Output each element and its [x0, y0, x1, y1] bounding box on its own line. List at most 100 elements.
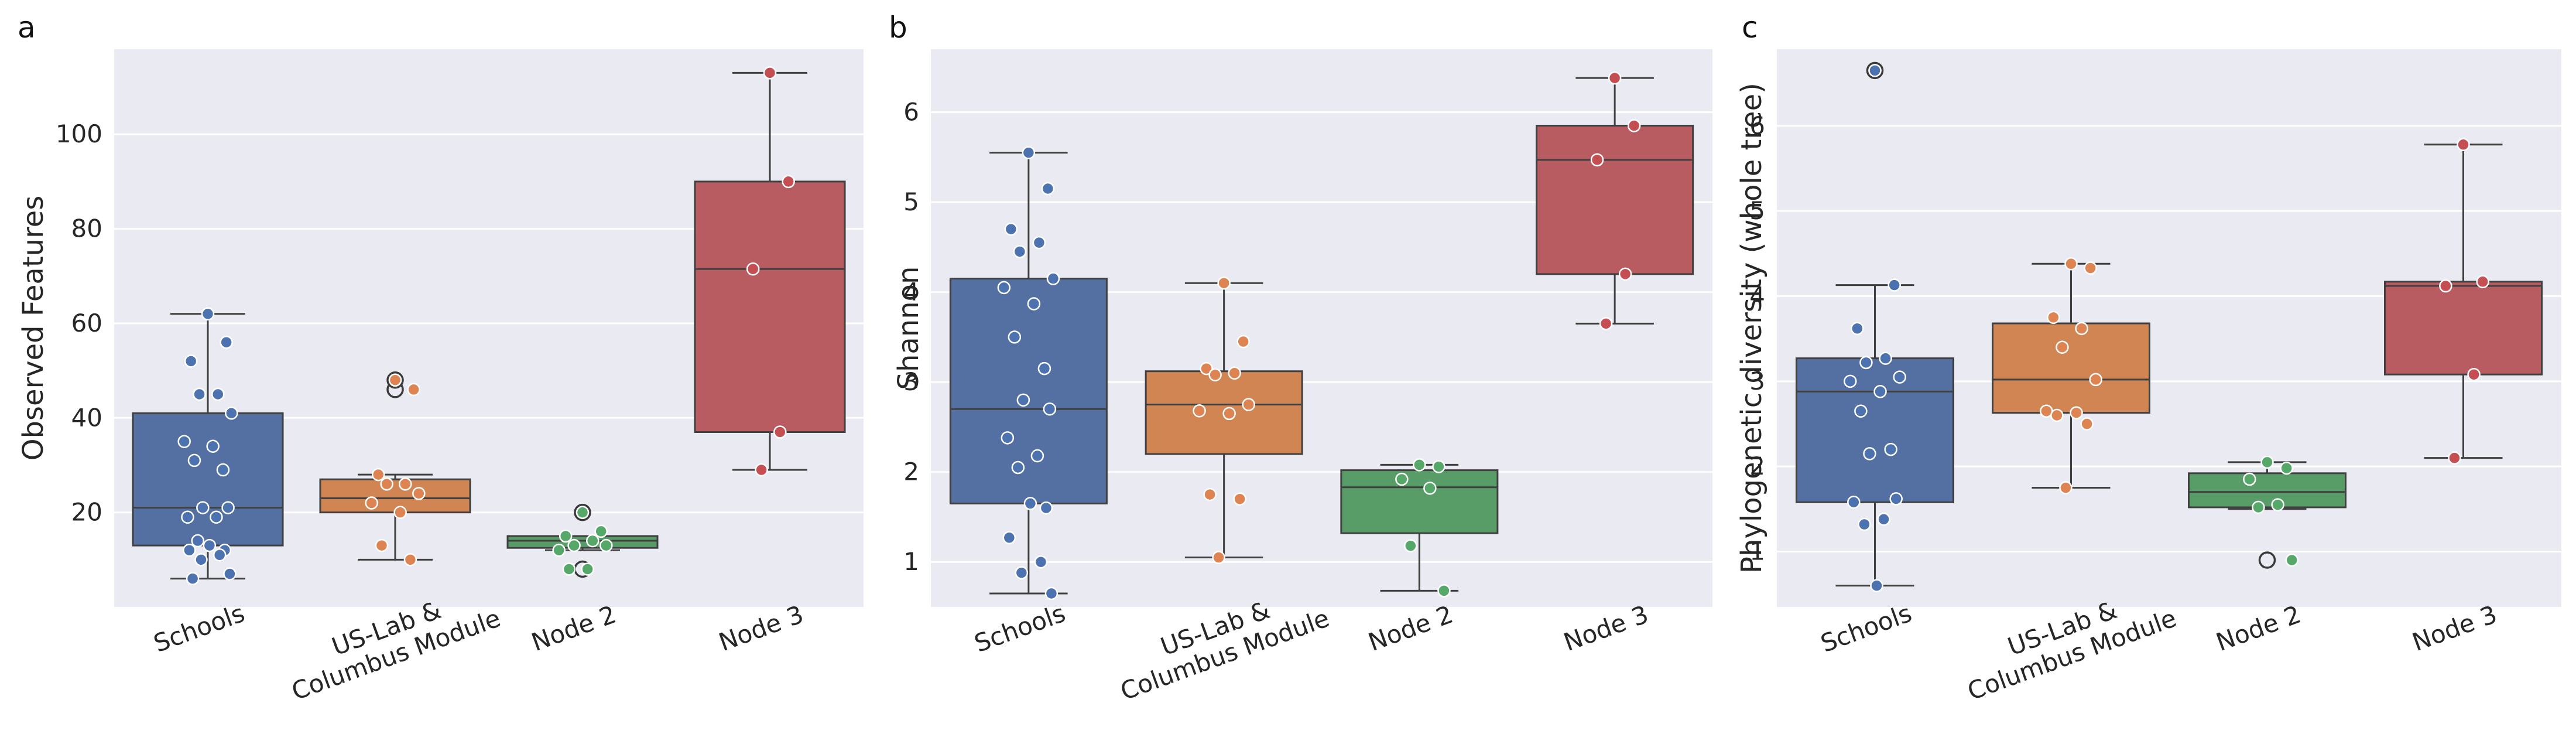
- data-point: [225, 406, 238, 420]
- data-point: [1011, 460, 1025, 475]
- data-point: [403, 553, 417, 567]
- data-point: [2056, 340, 2069, 354]
- data-point: [181, 510, 194, 524]
- data-point: [1863, 447, 1876, 460]
- x-tick-label-line: Node 3: [715, 600, 807, 657]
- data-point: [1888, 278, 1901, 292]
- data-point: [2448, 451, 2461, 465]
- data-point: [2243, 472, 2256, 486]
- data-point: [2476, 275, 2489, 289]
- data-point: [581, 562, 594, 576]
- data-point: [2047, 311, 2060, 325]
- x-tick-label-line: Node 2: [1365, 600, 1457, 657]
- outlier-marker: [1866, 62, 1884, 80]
- x-tick-label: Node 3: [2409, 600, 2500, 657]
- data-point: [187, 453, 201, 468]
- data-point: [2070, 406, 2083, 419]
- data-point: [1233, 492, 1246, 506]
- data-point: [1242, 398, 1255, 411]
- x-tick-label-line: Schools: [1817, 599, 1915, 658]
- data-point: [210, 510, 223, 524]
- data-point: [600, 538, 613, 552]
- data-point: [2439, 279, 2452, 293]
- data-point: [393, 506, 407, 519]
- data-point: [559, 529, 573, 543]
- data-point: [1413, 458, 1426, 472]
- x-tick-label: Node 3: [1560, 600, 1652, 657]
- data-point: [196, 501, 210, 514]
- box: [132, 412, 284, 547]
- x-tick-label: Node 2: [527, 600, 619, 657]
- box: [694, 180, 846, 433]
- y-axis-label: Shannon: [892, 267, 925, 390]
- data-point: [1608, 71, 1622, 85]
- box: [1536, 125, 1694, 275]
- data-point: [2252, 500, 2265, 514]
- data-point: [186, 572, 200, 585]
- data-point: [220, 335, 233, 349]
- data-point: [177, 435, 191, 448]
- data-point: [1027, 297, 1041, 311]
- x-tick-label: Schools: [1817, 599, 1915, 658]
- data-point: [1200, 361, 1213, 376]
- data-point: [586, 534, 600, 548]
- data-point: [763, 66, 777, 80]
- data-point: [2059, 481, 2073, 494]
- panel-label: b: [889, 11, 907, 45]
- data-point: [2280, 461, 2293, 475]
- data-point: [1193, 404, 1206, 418]
- data-point: [1851, 322, 1864, 335]
- data-point: [1879, 352, 1892, 365]
- data-point: [1844, 374, 1857, 388]
- data-point: [1004, 222, 1018, 236]
- y-tick-label: 100: [56, 120, 102, 148]
- data-point: [1046, 272, 1060, 285]
- box: [2188, 472, 2347, 509]
- data-point: [1236, 335, 1250, 349]
- box: [1992, 322, 2150, 414]
- box: [2384, 281, 2543, 376]
- data-point: [576, 506, 590, 519]
- data-point: [1395, 472, 1409, 486]
- data-point: [223, 567, 237, 581]
- y-tick-label: 80: [71, 214, 102, 243]
- data-point: [1432, 460, 1445, 473]
- box: [1340, 469, 1499, 534]
- data-point: [773, 425, 787, 439]
- data-point: [2089, 373, 2102, 387]
- data-point: [1039, 501, 1053, 515]
- data-point: [2050, 408, 2064, 422]
- data-point: [2064, 257, 2078, 271]
- box: [949, 278, 1108, 504]
- box: [319, 478, 471, 514]
- y-axis-label: Phylogenetic diversity (whole tree): [1735, 83, 1768, 574]
- data-point: [1044, 586, 1059, 600]
- data-point: [594, 524, 608, 538]
- data-point: [1222, 407, 1236, 421]
- outlier-marker: [574, 503, 591, 521]
- y-tick-label: 40: [71, 403, 102, 432]
- data-point: [201, 307, 215, 321]
- x-tick-label: Schools: [150, 599, 248, 658]
- data-point: [1203, 487, 1217, 501]
- data-point: [1217, 276, 1231, 290]
- data-point: [1030, 449, 1044, 463]
- data-point: [211, 387, 225, 401]
- y-tick-label: 1: [903, 547, 919, 576]
- data-point: [184, 354, 198, 368]
- x-tick-label-line: Node 3: [1560, 600, 1652, 657]
- outlier-marker: [386, 371, 404, 389]
- y-tick-label: 1: [1749, 537, 1765, 566]
- data-point: [221, 501, 235, 514]
- data-point: [193, 387, 206, 401]
- data-point: [2080, 417, 2094, 431]
- data-point: [216, 463, 230, 477]
- data-point: [755, 463, 768, 477]
- box: [506, 535, 659, 549]
- data-point: [1884, 442, 1897, 456]
- data-point: [1228, 366, 1241, 380]
- data-point: [194, 553, 208, 567]
